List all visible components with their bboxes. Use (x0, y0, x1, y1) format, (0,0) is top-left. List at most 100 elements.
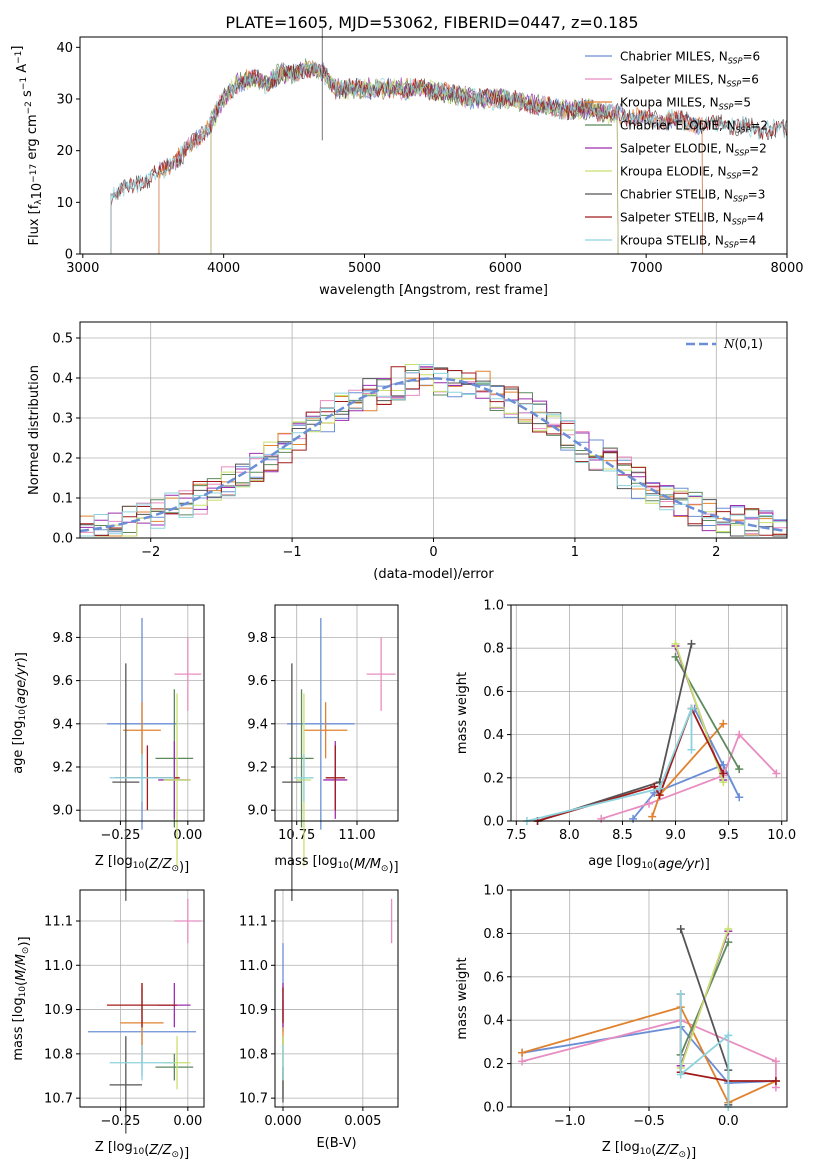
weight-marker (518, 1048, 527, 1057)
axes-weight-vs-z: −1.0 −0.5 0.0 0.0 0.2 0.4 0.6 0.8 1.0 mass weight… (455, 884, 788, 1161)
x-axis-label: (data-model)/error (373, 567, 494, 582)
x-tick-label: 3000 (66, 261, 99, 276)
errorbars (282, 898, 393, 1103)
x-tick-label: 8000 (770, 261, 803, 276)
y-tick-label: 0.0 (52, 532, 73, 547)
spectrum-lines (110, 26, 787, 255)
x-axis-label: mass [log10(M/M⊙)] (274, 854, 398, 875)
errorbar-point (123, 702, 161, 759)
weight-marker (676, 990, 685, 999)
axes-frame (79, 321, 788, 539)
y-tick-label: 40 (56, 41, 73, 56)
spectrum-series-line (210, 61, 619, 255)
y-tick-label: 10.8 (44, 1047, 73, 1062)
x-tick-label: −0.25 (101, 1114, 141, 1129)
y-tick-label: 10.8 (239, 1047, 268, 1062)
errorbar-point (155, 1053, 194, 1081)
weight-marker (629, 814, 638, 823)
y-tick-label: 0 (65, 248, 73, 263)
y-axis-label: mass [log10(M/M⊙)] (11, 936, 32, 1060)
histogram-step-line (79, 364, 787, 538)
y-tick-label: 0.4 (483, 1014, 504, 1029)
weight-marker (719, 778, 728, 787)
errorbar-point (287, 617, 355, 830)
weight-series-line (671, 652, 744, 774)
legend-label: Kroupa ELODIE, NSSP=2 (620, 165, 759, 181)
weight-marker (771, 1057, 780, 1066)
y-tick-label: 11.1 (44, 915, 73, 930)
weight-marker (724, 925, 733, 934)
legend-label: Salpeter ELODIE, NSSP=2 (620, 142, 767, 158)
x-tick-label: 0 (429, 545, 437, 560)
weight-marker (518, 1057, 527, 1066)
weight-series (522, 639, 781, 825)
y-tick-label: 9.6 (52, 674, 73, 689)
weight-marker (655, 784, 664, 793)
y-tick-label: 9.8 (52, 631, 73, 646)
axes-weight-vs-age: 7.5 8.0 8.5 9.0 9.5 10.0 0.0 0.2 0.4 0.6 0.8 1.0 mas… (455, 599, 796, 873)
weight-marker (676, 925, 685, 934)
x-tick-label: 0.0 (718, 1114, 739, 1129)
x-tick-label: 0.000 (264, 1114, 301, 1129)
y-tick-label: 0.2 (483, 1057, 504, 1072)
y-tick-label: 11.0 (239, 959, 268, 974)
y-tick-label: 0.4 (52, 372, 73, 387)
axes-mass-vs-ebv: 0.000 0.005 10.7 10.8 10.9 11.0 11.1 E(B-V) (239, 889, 399, 1151)
x-tick-label: 10.75 (278, 828, 315, 843)
y-tick-label: 9.0 (247, 804, 268, 819)
errorbar-point (294, 754, 314, 802)
weight-marker (735, 793, 744, 802)
y-tick-label: 9.4 (247, 717, 268, 732)
axes-age-vs-mass: 10.75 11.00 9.0 9.2 9.4 9.6 9.8 mass [log10(M/M… (247, 604, 399, 901)
weight-line (674, 643, 725, 783)
y-tick-label: 9.2 (247, 761, 268, 776)
y-tick-label: 9.2 (52, 761, 73, 776)
axes-frame (79, 604, 205, 822)
weight-marker (735, 765, 744, 774)
x-tick-label: 0.005 (344, 1114, 381, 1129)
y-tick-label: 0.3 (52, 412, 73, 427)
y-axis-label: mass weight (455, 957, 470, 1039)
y-axis-label: mass weight (455, 672, 470, 754)
weight-marker (771, 1076, 780, 1085)
x-tick-label: 7000 (630, 261, 663, 276)
weight-marker (719, 760, 728, 769)
y-axis-label: age [log10(age/yr)] (11, 652, 29, 774)
errorbar-point (112, 663, 140, 901)
y-tick-label: 0.1 (52, 492, 73, 507)
weight-marker (671, 639, 680, 648)
x-tick-label: 11.00 (338, 828, 375, 843)
y-tick-label: 20 (56, 144, 73, 159)
gridlines (275, 890, 398, 1107)
weight-marker (719, 719, 728, 728)
errorbar-point (109, 1036, 142, 1134)
gridlines (511, 889, 787, 1108)
y-tick-label: 9.8 (247, 631, 268, 646)
gridlines (80, 322, 787, 539)
errorbar-point (163, 693, 191, 867)
legend-label: Chabrier ELODIE, NSSP=2 (620, 119, 768, 135)
legend-label: Salpeter STELIB, NSSP=4 (620, 211, 764, 227)
errorbars (106, 617, 202, 901)
x-tick-label: 1 (571, 545, 579, 560)
y-tick-label: 10.7 (239, 1092, 268, 1107)
x-tick-label: 4000 (207, 261, 240, 276)
x-tick-label: 6000 (489, 261, 522, 276)
x-axis-label: wavelength [Angstrom, rest frame] (319, 283, 548, 298)
weight-marker (671, 652, 680, 661)
x-tick-label: 8.5 (612, 828, 633, 843)
x-tick-label: −0.25 (101, 828, 141, 843)
y-tick-label: 11.1 (239, 915, 268, 930)
y-tick-label: 10.9 (44, 1003, 73, 1018)
y-tick-label: 10 (56, 196, 73, 211)
errorbar-point (366, 637, 396, 711)
y-tick-label: 0.6 (483, 970, 504, 985)
y-tick-label: 0.8 (483, 927, 504, 942)
spectrum-series-line (110, 61, 787, 254)
y-tick-label: 11.0 (44, 959, 73, 974)
legend-label: Chabrier STELIB, NSSP=3 (620, 188, 765, 204)
errorbar-point (325, 745, 345, 811)
y-tick-label: 0.6 (483, 685, 504, 700)
legend-label: Kroupa STELIB, NSSP=4 (620, 234, 756, 250)
